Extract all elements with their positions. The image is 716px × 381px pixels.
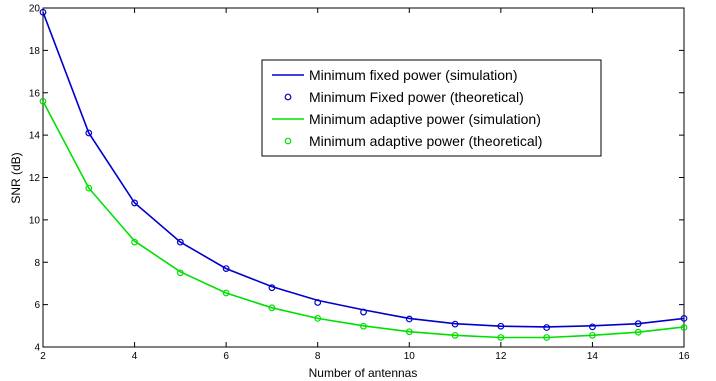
series-3-marker: [314, 314, 322, 322]
series-line-0: [42, 11, 685, 328]
x-tick-label: 10: [404, 351, 416, 362]
y-tick-label: 12: [29, 173, 41, 184]
legend-marker-sample: [284, 137, 292, 145]
series-3-marker: [680, 324, 688, 331]
series-3-marker: [176, 269, 184, 277]
x-axis-label: Number of antennas: [309, 366, 418, 380]
y-tick-label: 16: [29, 88, 41, 99]
legend-marker-sample: [284, 93, 292, 101]
series-3-marker: [451, 331, 459, 339]
legend-entry-label: Minimum Fixed power (theoretical): [309, 89, 524, 105]
x-tick-label: 6: [223, 351, 229, 362]
plot-background: [42, 7, 685, 348]
y-tick-label: 20: [29, 4, 41, 15]
series-3-marker: [497, 334, 505, 341]
x-axis-ticks: 2 4 6 8 10 12 14 16: [40, 8, 690, 362]
x-tick-label: 8: [315, 351, 321, 362]
series-3-marker: [268, 304, 276, 312]
data-series: [39, 8, 688, 341]
x-tick-label: 12: [495, 351, 507, 362]
series-1-marker: [589, 323, 596, 331]
legend-box: [261, 59, 602, 157]
series-3-marker: [85, 184, 93, 192]
legend-entry-label: Minimum adaptive power (theoretical): [309, 133, 542, 149]
series-1-marker: [680, 314, 688, 322]
x-tick-label: 16: [678, 351, 690, 362]
series-1-marker: [360, 308, 367, 316]
x-tick-label: 2: [40, 351, 46, 362]
series-3-marker: [131, 238, 138, 246]
series-1-marker: [451, 320, 459, 328]
y-axis-label: SNR (dB): [9, 152, 23, 203]
y-axis-ticks: 4 6 8 10 12 14 16 18 20: [29, 4, 684, 354]
series-1-marker: [85, 129, 93, 137]
series-3-marker: [360, 322, 367, 330]
y-tick-label: 6: [34, 300, 40, 311]
series-3-marker: [634, 328, 642, 336]
series-3-marker: [405, 328, 413, 336]
series-3-marker: [222, 289, 230, 297]
series-3-marker: [589, 331, 596, 339]
series-1-marker: [314, 299, 322, 306]
series-1-marker: [131, 199, 138, 207]
y-tick-label: 18: [29, 46, 41, 57]
y-tick-label: 10: [29, 215, 41, 226]
series-line-2: [42, 100, 685, 339]
y-tick-label: 14: [29, 131, 41, 142]
y-tick-label: 8: [34, 258, 40, 269]
series-1-marker: [634, 320, 642, 328]
series-1-marker: [497, 322, 505, 330]
x-tick-label: 4: [132, 351, 138, 362]
series-1-marker: [543, 324, 551, 331]
series-1-marker: [39, 8, 47, 16]
series-1-marker: [268, 284, 276, 292]
x-tick-label: 14: [587, 351, 599, 362]
series-3-marker: [39, 97, 47, 105]
y-tick-label: 4: [34, 343, 40, 354]
series-3-marker: [543, 334, 551, 341]
legend: Minimum fixed power (simulation) Minimum …: [261, 59, 602, 157]
series-1-marker: [222, 265, 230, 273]
series-1-marker: [405, 315, 413, 323]
legend-entry-label: Minimum adaptive power (simulation): [309, 111, 541, 127]
series-1-marker: [176, 238, 184, 246]
legend-entry-label: Minimum fixed power (simulation): [309, 67, 518, 83]
